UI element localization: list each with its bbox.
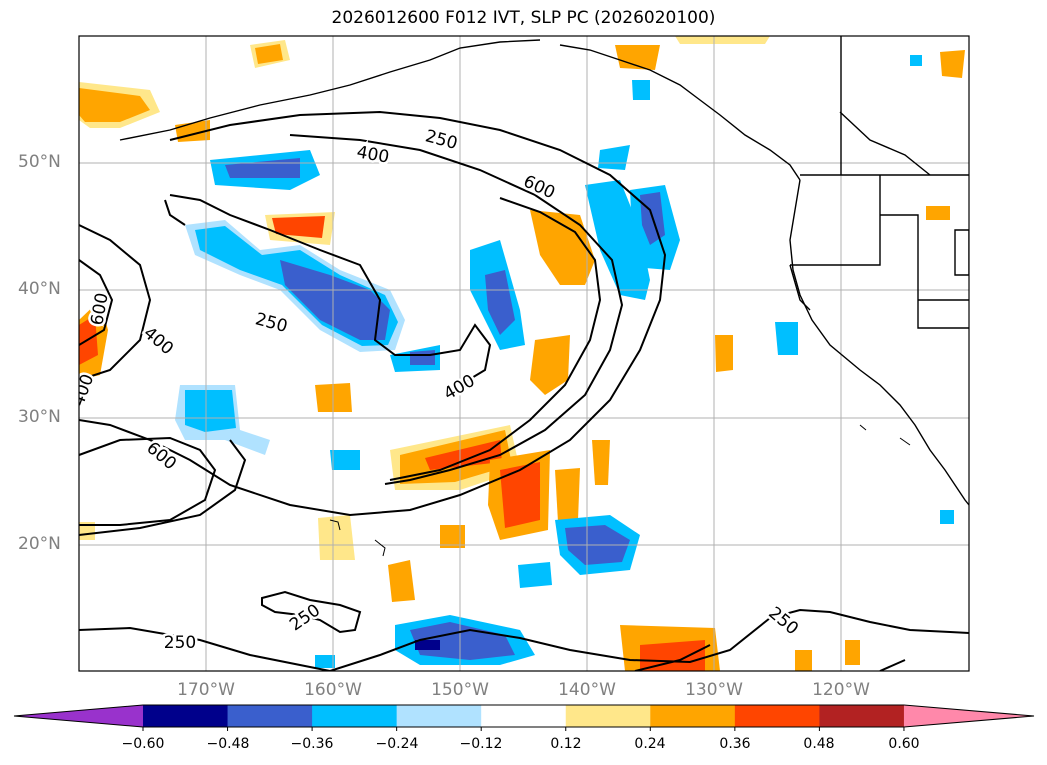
colorbar-tick-label: −0.36 (290, 736, 334, 752)
lon-label: 140°W (558, 680, 616, 700)
contour-label: 250 (484, 55, 516, 75)
lon-label: 170°W (177, 680, 235, 700)
colorbar-segment (819, 705, 905, 727)
lon-label: 150°W (431, 680, 489, 700)
colorbar-tick-label: 0.24 (634, 736, 666, 752)
lon-label: 130°W (685, 680, 743, 700)
slp-contours (79, 110, 969, 671)
lon-label: 160°W (304, 680, 362, 700)
colorbar-segment (650, 705, 736, 727)
colorbar-extend-high (903, 705, 1034, 727)
colorbar-tick-label: −0.12 (459, 736, 503, 752)
map-content: 250 400 600 600 400 250 250 400 400 600 … (79, 36, 969, 671)
lon-label: 120°W (812, 680, 870, 700)
colorbar-segment (143, 705, 229, 727)
map-title: 2026012600 F012 IVT, SLP PC (2026020100) (331, 8, 716, 28)
colorbar-extend-low (14, 705, 143, 727)
coastlines (119, 36, 969, 506)
colorbar-tick-label: 0.60 (888, 736, 920, 752)
contour-label: 250 (164, 633, 196, 653)
lat-label: 40°N (18, 279, 61, 299)
island-outlines (329, 424, 911, 557)
colorbar-segment (396, 705, 482, 727)
graticule-lines (79, 36, 969, 671)
colorbar-tick-label: 0.36 (719, 736, 751, 752)
colorbar-segment (734, 705, 820, 727)
lat-label: 30°N (18, 407, 61, 427)
colorbar-segment (312, 705, 398, 727)
colorbar-tick-label: −0.24 (375, 736, 419, 752)
map-frame (78, 35, 970, 672)
colorbar-segment (565, 705, 651, 727)
colorbar (13, 704, 1035, 731)
colorbar-segment (481, 705, 567, 727)
colorbar-tick-label: 0.48 (803, 736, 835, 752)
lat-label: 50°N (18, 152, 61, 172)
negative-anomaly-patches (175, 55, 954, 668)
colorbar-segment (227, 705, 313, 727)
colorbar-tick-label: −0.48 (206, 736, 250, 752)
lat-label: 20°N (18, 534, 61, 554)
colorbar-tick-label: 0.12 (550, 736, 582, 752)
colorbar-tick-label: −0.60 (121, 736, 165, 752)
